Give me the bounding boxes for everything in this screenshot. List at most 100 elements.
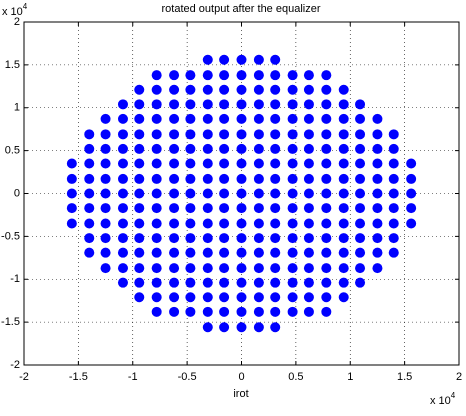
y-tick-label: 1.5 [5, 59, 20, 71]
point [388, 158, 399, 169]
point [270, 113, 281, 124]
point [321, 247, 332, 258]
point [151, 277, 162, 288]
point [202, 218, 213, 229]
point [338, 99, 349, 110]
point [236, 203, 247, 214]
point [202, 203, 213, 214]
point [100, 113, 111, 124]
point [236, 188, 247, 199]
point [355, 188, 366, 199]
point [270, 84, 281, 95]
point [253, 173, 264, 184]
x-tick-label: 1 [347, 371, 353, 383]
point [185, 173, 196, 184]
point [185, 233, 196, 244]
point [66, 203, 77, 214]
point [388, 203, 399, 214]
point [270, 99, 281, 110]
point [253, 143, 264, 154]
point [270, 247, 281, 258]
point [372, 233, 383, 244]
x-tick-label: -2 [19, 371, 29, 383]
point [117, 143, 128, 154]
point [236, 158, 247, 169]
point [303, 203, 314, 214]
point [151, 113, 162, 124]
point [303, 247, 314, 258]
point [303, 99, 314, 110]
point [134, 292, 145, 303]
point [151, 99, 162, 110]
point [134, 173, 145, 184]
point [151, 129, 162, 140]
point [151, 247, 162, 258]
point [372, 188, 383, 199]
point [202, 113, 213, 124]
point [185, 306, 196, 317]
point [169, 203, 180, 214]
point [66, 173, 77, 184]
point [321, 203, 332, 214]
point [388, 218, 399, 229]
point [321, 263, 332, 274]
point [219, 188, 230, 199]
y-multiplier-base: x 10 [2, 6, 23, 18]
point [84, 129, 95, 140]
point [202, 99, 213, 110]
point [287, 143, 298, 154]
point [388, 173, 399, 184]
point [169, 306, 180, 317]
point [321, 306, 332, 317]
point [219, 306, 230, 317]
point [169, 277, 180, 288]
point [303, 143, 314, 154]
point [169, 113, 180, 124]
point [151, 188, 162, 199]
point [355, 113, 366, 124]
point [287, 158, 298, 169]
point [270, 322, 281, 333]
point [253, 113, 264, 124]
x-multiplier: x 104 [430, 391, 456, 407]
point [219, 263, 230, 274]
x-tick-label: -1.5 [69, 371, 88, 383]
point [134, 247, 145, 258]
point [219, 322, 230, 333]
point [355, 99, 366, 110]
point [321, 70, 332, 81]
point [355, 263, 366, 274]
point [287, 263, 298, 274]
point [338, 84, 349, 95]
point [134, 263, 145, 274]
point [287, 84, 298, 95]
point [134, 129, 145, 140]
point [84, 247, 95, 258]
point [134, 113, 145, 124]
point [185, 188, 196, 199]
y-multiplier: x 104 [2, 2, 28, 18]
point [270, 54, 281, 65]
point [287, 247, 298, 258]
point [185, 99, 196, 110]
point [303, 263, 314, 274]
point [355, 203, 366, 214]
point [117, 173, 128, 184]
point [287, 129, 298, 140]
point [151, 233, 162, 244]
point [338, 113, 349, 124]
point [117, 233, 128, 244]
point [406, 158, 417, 169]
point [151, 173, 162, 184]
point [372, 247, 383, 258]
point [287, 99, 298, 110]
point [236, 263, 247, 274]
point [388, 143, 399, 154]
point [219, 158, 230, 169]
point [253, 233, 264, 244]
point [169, 84, 180, 95]
point [236, 292, 247, 303]
point [236, 54, 247, 65]
point [270, 188, 281, 199]
point [287, 188, 298, 199]
